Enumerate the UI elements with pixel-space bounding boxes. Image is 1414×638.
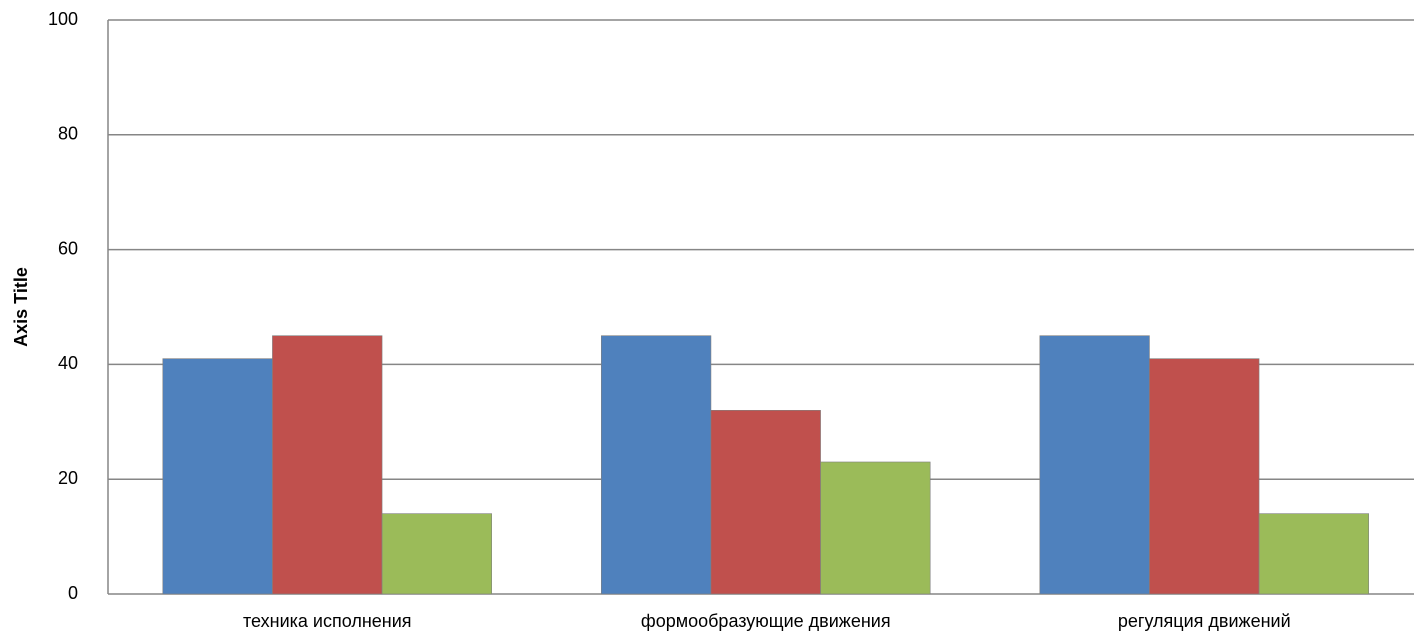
bar (1149, 358, 1260, 595)
y-tick-label: 20 (58, 468, 78, 488)
y-tick-label: 0 (68, 583, 78, 603)
bar (820, 461, 931, 595)
y-axis-title: Axis Title (11, 267, 31, 347)
y-tick-label: 40 (58, 353, 78, 373)
bar (272, 335, 383, 595)
bar (162, 358, 273, 595)
bar (1039, 335, 1150, 595)
bar (710, 410, 821, 595)
x-tick-label: регуляция движений (1118, 611, 1291, 631)
bar (381, 513, 492, 595)
y-tick-label: 60 (58, 238, 78, 258)
x-tick-label: формообразующие движения (641, 611, 891, 631)
x-tick-label: техника исполнения (243, 611, 412, 631)
bar (601, 335, 712, 595)
y-tick-label: 80 (58, 124, 78, 144)
y-tick-label: 100 (48, 9, 78, 29)
bar (1258, 513, 1369, 595)
